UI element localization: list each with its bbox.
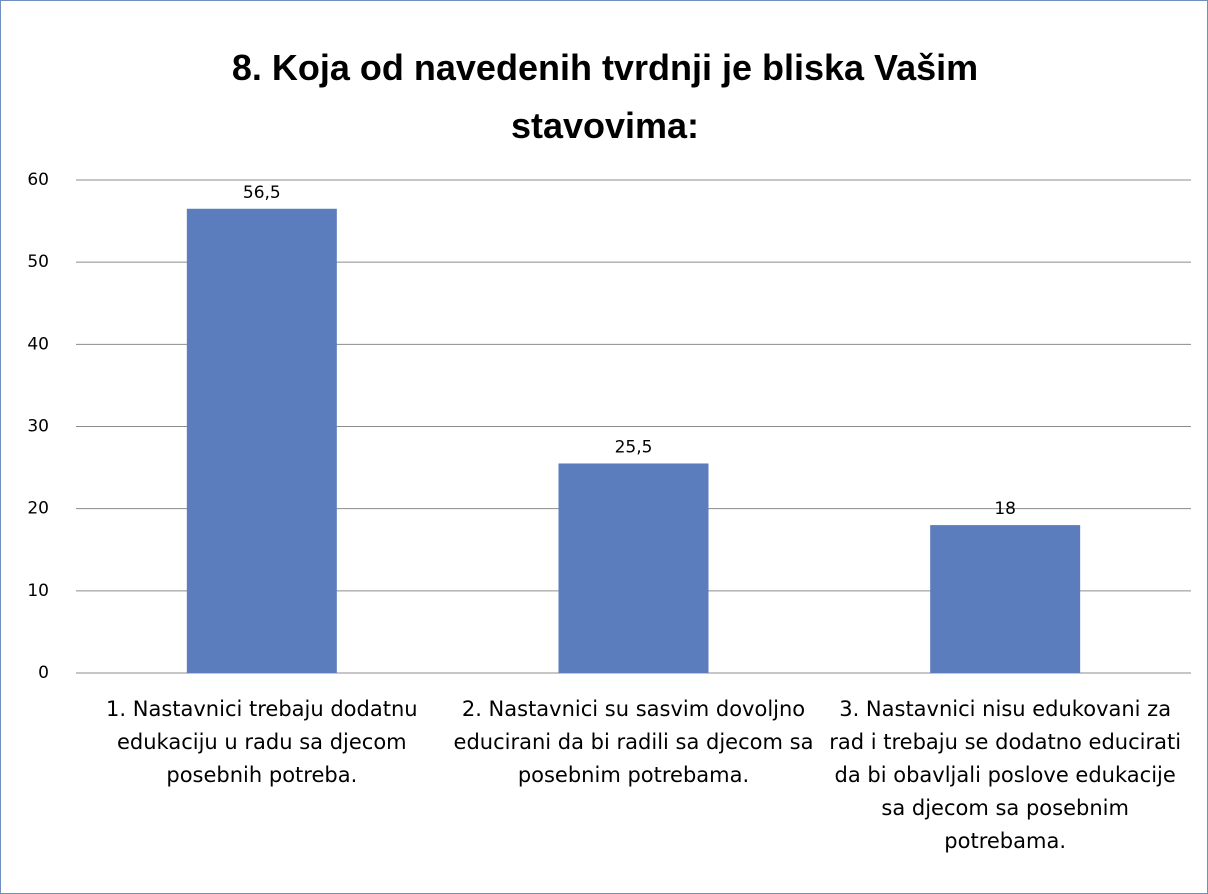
x-tick-label: 1. Nastavnici trebaju dodatnu edukaciju … [106, 697, 418, 787]
value-label: 56,5 [243, 183, 281, 203]
bar [186, 208, 337, 673]
bar [930, 525, 1081, 673]
y-tick-label: 0 [38, 663, 49, 683]
y-tick-label: 20 [27, 499, 49, 519]
y-tick-label: 40 [27, 334, 49, 354]
y-tick-label: 30 [27, 417, 49, 437]
x-tick-label: 3. Nastavnici nisu edukovani za rad i tr… [829, 697, 1182, 853]
y-tick-label: 50 [27, 252, 49, 272]
chart-title: 8. Koja od navedenih tvrdnji je bliska V… [231, 47, 979, 146]
x-tick-label: 2. Nastavnici su sasvim dovoljno educira… [453, 697, 814, 787]
bar [558, 463, 709, 673]
value-label: 25,5 [615, 437, 653, 457]
y-tick-label: 10 [27, 581, 49, 601]
y-tick-label: 60 [27, 170, 49, 190]
value-label: 18 [994, 499, 1016, 519]
